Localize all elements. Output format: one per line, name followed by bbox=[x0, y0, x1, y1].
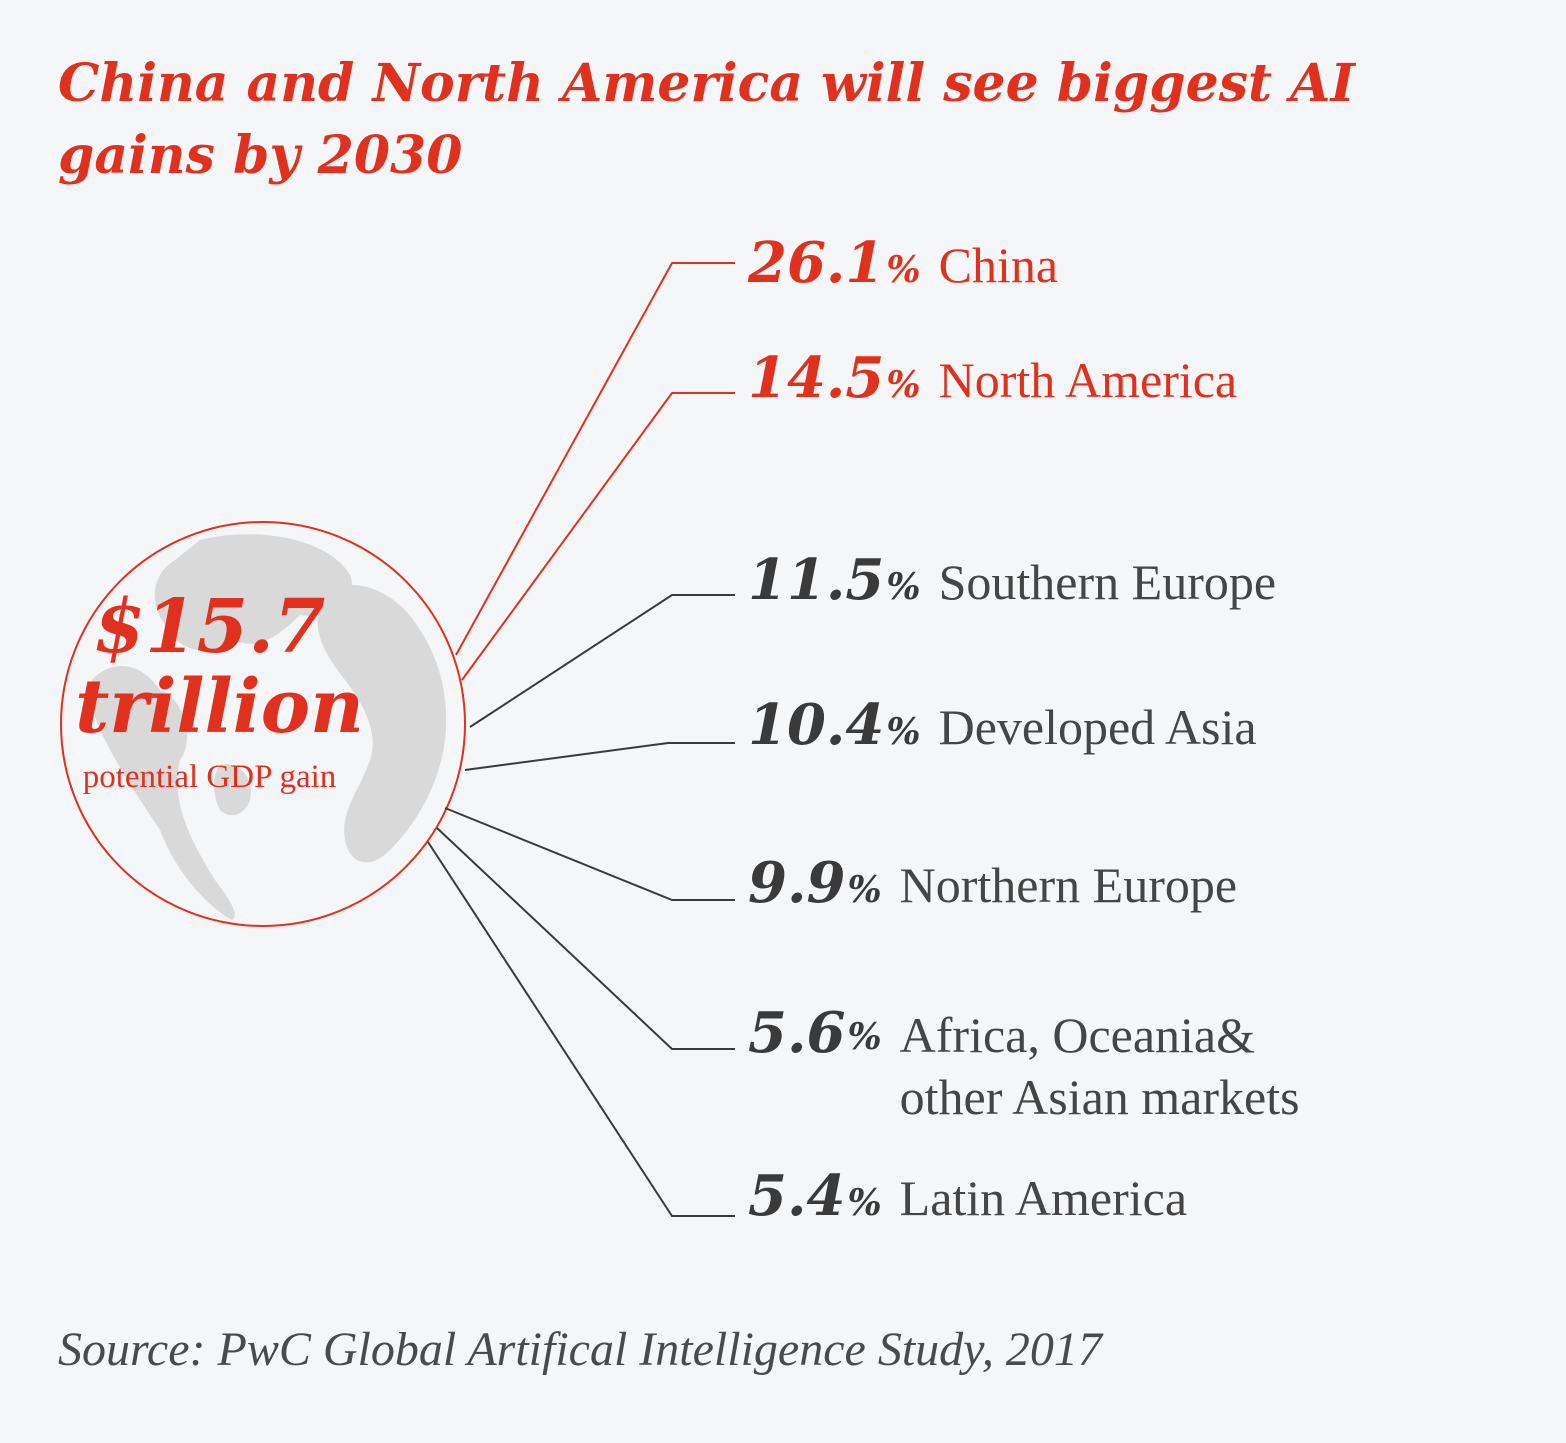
region-label: Latin America bbox=[899, 1170, 1188, 1226]
region-label: Southern Europe bbox=[938, 554, 1277, 610]
leader-line bbox=[444, 807, 735, 901]
percent-sign: % bbox=[847, 1182, 882, 1224]
globe-icon bbox=[60, 521, 466, 927]
region-row-northern-europe: 9.9 % Northern Europe bbox=[748, 850, 1237, 930]
region-row-china: 26.1 % China bbox=[748, 230, 1058, 310]
chart-title: China and North America will see biggest… bbox=[58, 53, 1355, 186]
region-row-africa-oceania: 5.6 % Africa, Oceania& other Asian marke… bbox=[748, 1000, 1370, 1140]
region-label: North America bbox=[938, 352, 1238, 408]
total-unit: trillion bbox=[75, 664, 364, 750]
total-callout: $15.7 trillion potential GDP gain bbox=[62, 585, 467, 797]
leader-line bbox=[455, 262, 735, 656]
value-label: 26.1 bbox=[748, 230, 885, 296]
value-label: 10.4 bbox=[748, 692, 885, 758]
source-note: Source: PwC Global Artifical Intelligenc… bbox=[58, 1323, 1102, 1376]
region-row-latin-america: 5.4 % Latin America bbox=[748, 1163, 1187, 1243]
region-label: China bbox=[938, 237, 1059, 293]
connector-lines bbox=[427, 262, 735, 1217]
percent-sign: % bbox=[886, 364, 921, 406]
leader-line bbox=[436, 827, 735, 1050]
total-value: $15.7 bbox=[93, 584, 326, 670]
region-row-north-america: 14.5 % North America bbox=[748, 345, 1237, 425]
region-row-developed-asia: 10.4 % Developed Asia bbox=[748, 692, 1257, 772]
value-label: 14.5 bbox=[748, 345, 885, 411]
percent-sign: % bbox=[886, 566, 921, 608]
leader-line bbox=[464, 742, 735, 771]
percent-sign: % bbox=[886, 711, 921, 753]
percent-sign: % bbox=[886, 249, 921, 291]
value-label: 9.9 bbox=[748, 850, 846, 916]
value-label: 11.5 bbox=[748, 547, 885, 613]
leader-line bbox=[469, 594, 735, 728]
region-label: Africa, Oceania& other Asian markets bbox=[899, 1007, 1300, 1125]
region-label: Northern Europe bbox=[899, 857, 1238, 913]
percent-sign: % bbox=[847, 1016, 882, 1058]
region-row-southern-europe: 11.5 % Southern Europe bbox=[748, 547, 1276, 627]
leader-line bbox=[461, 392, 735, 681]
percent-sign: % bbox=[847, 869, 882, 911]
value-label: 5.4 bbox=[748, 1163, 846, 1229]
value-label: 5.6 bbox=[748, 1000, 846, 1066]
total-caption: potential GDP gain bbox=[82, 759, 337, 795]
leader-line bbox=[427, 841, 735, 1217]
region-label: Developed Asia bbox=[938, 699, 1257, 755]
